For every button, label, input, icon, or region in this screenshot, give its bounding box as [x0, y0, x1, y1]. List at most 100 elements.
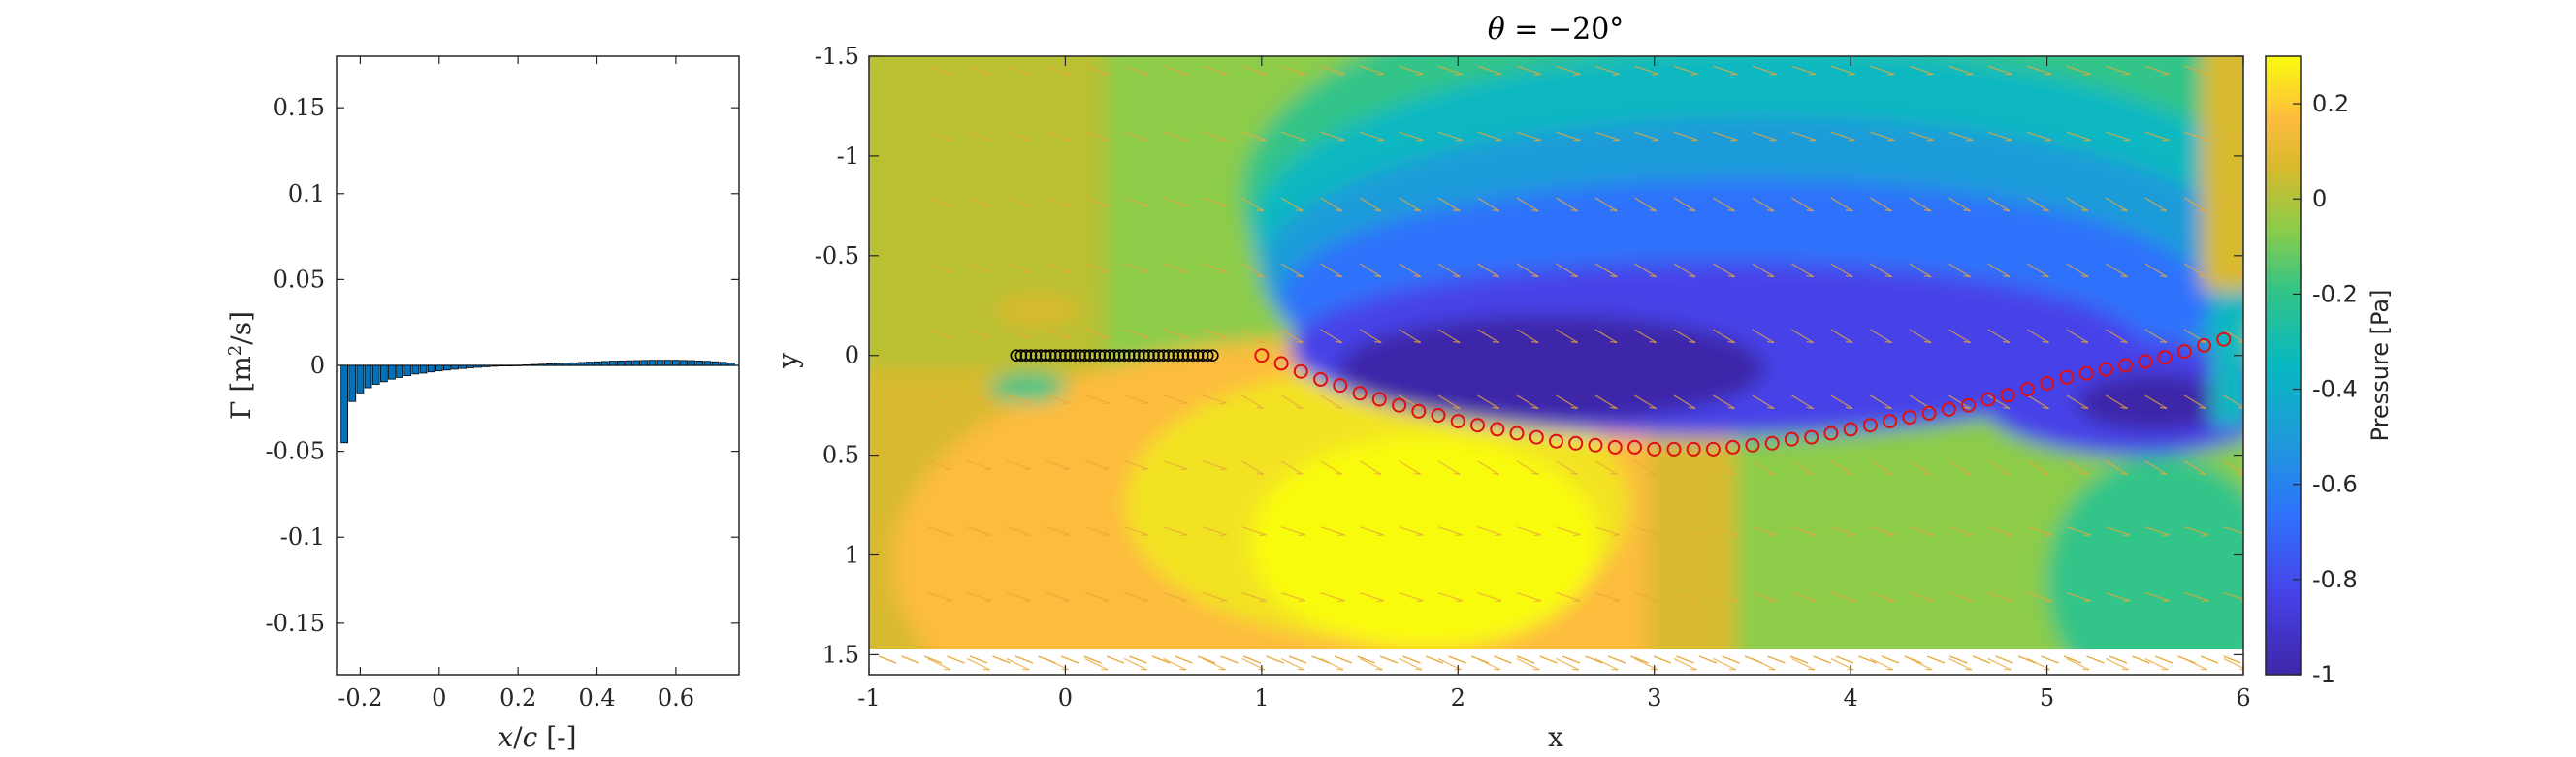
velocity-arrowhead: [945, 73, 952, 76]
velocity-arrow: [2066, 197, 2089, 212]
velocity-arrow: [1437, 329, 1461, 344]
wake-vortex-marker: [1568, 435, 1584, 451]
velocity-arrowhead: [945, 402, 952, 405]
velocity-arrow: [2105, 460, 2128, 475]
velocity-arrow: [1987, 591, 2012, 602]
y-tick-label: 0: [845, 342, 859, 369]
velocity-arrow: [1359, 657, 1383, 671]
velocity-arrow: [1634, 394, 1657, 410]
velocity-arrowhead: [1023, 402, 1031, 405]
velocity-arrow: [2200, 655, 2219, 664]
left-y-axis-label: Γ [m2/s]: [225, 311, 258, 420]
velocity-arrow: [1948, 263, 1971, 278]
circulation-bar: [499, 364, 506, 367]
velocity-arrow: [2106, 591, 2131, 602]
velocity-arrow: [1948, 131, 1974, 142]
velocity-arrow: [2066, 460, 2089, 475]
velocity-arrow: [1673, 526, 1698, 536]
velocity-arrow: [2026, 329, 2049, 344]
velocity-arrow: [1594, 197, 1618, 212]
velocity-arrow: [1045, 65, 1071, 76]
velocity-arrow: [1516, 197, 1539, 212]
y-tick-label: 0.15: [274, 94, 325, 121]
circulation-bar: [419, 364, 428, 374]
velocity-arrowhead: [1887, 139, 1895, 142]
velocity-arrowhead: [1416, 73, 1424, 76]
colorbar-label: Pressure [Pa]: [2367, 290, 2394, 442]
velocity-arrow: [1084, 657, 1109, 671]
left-ticks: -0.2 0 0.2 0.4 0.6 0.15 0.1 0.05 0 -0.05 -0.1 -0.15: [265, 56, 739, 711]
velocity-arrow: [1320, 329, 1343, 344]
velocity-arrowhead: [2159, 406, 2168, 410]
velocity-arrowhead: [1767, 472, 1775, 476]
velocity-arrow: [1752, 460, 1775, 475]
velocity-arrow: [1494, 655, 1512, 664]
velocity-arrowhead: [1180, 534, 1188, 537]
velocity-arrow: [1320, 197, 1343, 212]
velocity-arrow: [1713, 263, 1735, 278]
circulation-bar: [585, 362, 594, 366]
velocity-arrowhead: [1848, 139, 1855, 142]
velocity-arrowhead: [1102, 468, 1110, 471]
velocity-arrowhead: [1570, 472, 1578, 476]
velocity-arrow: [1437, 131, 1463, 142]
velocity-arrowhead: [1102, 402, 1110, 405]
velocity-arrow: [1870, 197, 1892, 212]
velocity-arrowhead: [1806, 274, 1814, 278]
y-tick-label: 1: [845, 542, 859, 569]
velocity-arrow: [1437, 65, 1463, 76]
velocity-arrow: [1909, 591, 1934, 602]
velocity-arrow: [2223, 263, 2243, 277]
y-tick-label: 0.1: [288, 180, 325, 207]
circulation-bar: [474, 364, 483, 368]
velocity-arrow: [1870, 394, 1892, 410]
velocity-arrowhead: [1966, 73, 1974, 76]
velocity-arrow: [1359, 131, 1385, 142]
velocity-arrow: [1280, 197, 1304, 212]
velocity-arrow: [1320, 65, 1345, 76]
velocity-arrow: [1830, 657, 1854, 671]
velocity-arrow: [1241, 197, 1265, 212]
velocity-arrowhead: [1887, 534, 1895, 537]
plate-panel-marker: [1138, 349, 1150, 363]
velocity-arrowhead: [1219, 468, 1227, 471]
velocity-arrow: [1320, 526, 1345, 536]
velocity-arrow: [1676, 655, 1694, 664]
velocity-arrow: [1084, 263, 1110, 272]
wake-vortex-marker: [1588, 437, 1603, 453]
velocity-arrowhead: [1573, 139, 1581, 142]
velocity-arrow: [1084, 460, 1110, 470]
velocity-arrowhead: [1924, 340, 1932, 344]
y-tick-label: -0.15: [265, 610, 325, 637]
velocity-arrow: [1437, 526, 1463, 536]
velocity-arrow: [966, 65, 992, 76]
velocity-arrow: [2026, 263, 2049, 278]
velocity-arrowhead: [1413, 406, 1421, 410]
velocity-arrow: [1556, 65, 1581, 76]
velocity-arrowhead: [1256, 274, 1264, 278]
wake-vortex-marker: [2059, 369, 2075, 385]
colorbar-tick-label: 0: [2312, 185, 2327, 212]
velocity-arrow: [2223, 394, 2243, 409]
velocity-arrow: [901, 655, 919, 664]
velocity-arrowhead: [1966, 534, 1974, 537]
velocity-arrowhead: [1256, 340, 1264, 344]
velocity-arrow: [2183, 263, 2206, 278]
velocity-arrow: [2184, 526, 2209, 536]
velocity-arrow: [992, 655, 1011, 664]
velocity-arrowhead: [1649, 472, 1657, 476]
velocity-arrowhead: [1062, 205, 1070, 207]
velocity-arrowhead: [2122, 73, 2131, 76]
x-tick-label: 0: [1058, 684, 1073, 711]
velocity-arrowhead: [983, 468, 991, 471]
velocity-arrow: [1477, 65, 1502, 76]
velocity-arrow: [1909, 65, 1934, 76]
velocity-arrowhead: [945, 336, 952, 339]
velocity-arrowhead: [2005, 139, 2012, 142]
velocity-arrowhead: [1062, 73, 1070, 76]
left-panel: -0.2 0 0.2 0.4 0.6 0.15 0.1 0.05 0 -0.05 -0.1 -0.15…: [225, 55, 740, 753]
velocity-arrow: [2223, 526, 2243, 535]
velocity-arrowhead: [1689, 340, 1696, 344]
velocity-arrowhead: [1649, 274, 1657, 278]
velocity-arrow: [1123, 394, 1149, 404]
